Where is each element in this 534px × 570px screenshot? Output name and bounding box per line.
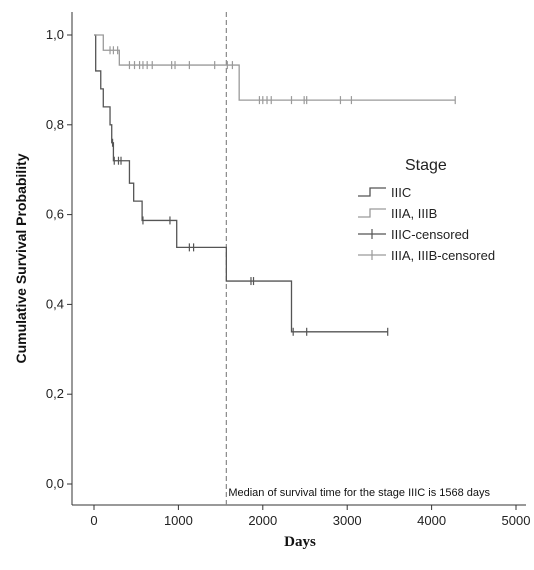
x-axis-title: Days — [284, 534, 316, 550]
legend-item: IIIA, IIIB-censored — [358, 248, 495, 263]
y-tick-label: 0,8 — [46, 117, 64, 132]
legend-swatch-line — [358, 208, 386, 218]
series-group — [94, 34, 389, 336]
x-tick-label: 5000 — [502, 513, 531, 528]
y-ticks: 0,0 0,2 0,4 0,6 0,8 1,0 — [46, 27, 72, 491]
y-axis-title: Cumulative Survival Probability — [13, 153, 29, 363]
plot-series — [94, 34, 456, 336]
legend-items: IIIC IIIA, IIIB IIIC-censored IIIA, IIIB-ce… — [358, 185, 495, 263]
x-tick-label: 1000 — [164, 513, 193, 528]
x-tick-label: 0 — [90, 513, 97, 528]
series-group — [94, 34, 456, 105]
legend-title: Stage — [405, 157, 447, 174]
legend-label: IIIA, IIIB-censored — [391, 248, 495, 263]
y-tick-label: 0,6 — [46, 207, 64, 222]
legend: Stage IIIC IIIA, IIIB IIIC-censored IIIA, I… — [358, 157, 495, 263]
y-tick-label: 0,0 — [46, 476, 64, 491]
x-tick-label: 4000 — [417, 513, 446, 528]
legend-swatch-line — [358, 187, 386, 197]
legend-item: IIIC — [358, 185, 411, 200]
axes — [71, 12, 526, 506]
legend-label: IIIC — [391, 185, 411, 200]
legend-item: IIIC-censored — [358, 227, 469, 242]
x-tick-label: 3000 — [333, 513, 362, 528]
series-line — [94, 34, 456, 101]
y-tick-label: 0,4 — [46, 296, 64, 311]
series-line — [94, 34, 388, 333]
x-ticks: 0 1000 2000 3000 4000 5000 — [90, 505, 530, 528]
legend-item: IIIA, IIIB — [358, 206, 437, 221]
legend-label: IIIC-censored — [391, 227, 469, 242]
y-tick-label: 1,0 — [46, 27, 64, 42]
median-annotation: Median of survival time for the stage II… — [228, 487, 490, 499]
x-tick-label: 2000 — [248, 513, 277, 528]
legend-label: IIIA, IIIB — [391, 206, 437, 221]
y-tick-label: 0,2 — [46, 386, 64, 401]
